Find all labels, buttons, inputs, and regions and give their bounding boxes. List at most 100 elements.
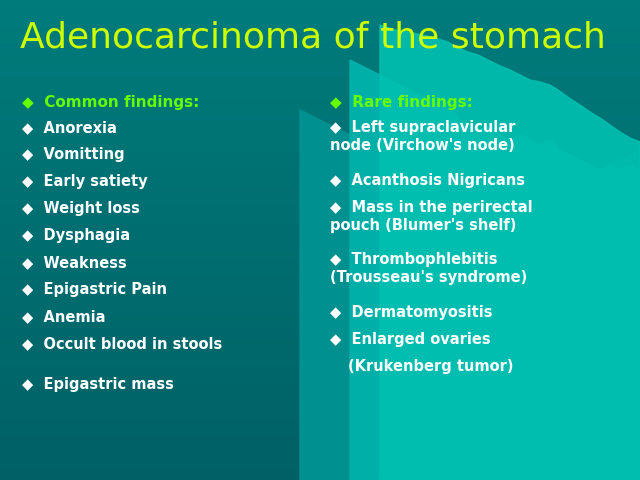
Bar: [0, 285, 640, 286]
Bar: [0, 120, 640, 121]
Bar: [0, 196, 640, 197]
Bar: [0, 294, 640, 295]
Bar: [0, 229, 640, 230]
Bar: [0, 228, 640, 229]
Bar: [0, 281, 640, 282]
Bar: [0, 30, 640, 31]
Bar: [0, 398, 640, 399]
Bar: [0, 188, 640, 189]
Bar: [0, 48, 640, 49]
Bar: [0, 36, 640, 37]
Bar: [0, 458, 640, 459]
Bar: [0, 471, 640, 472]
Bar: [0, 212, 640, 213]
Bar: [0, 410, 640, 411]
Bar: [0, 372, 640, 373]
Bar: [0, 224, 640, 225]
Bar: [0, 124, 640, 125]
Bar: [0, 314, 640, 315]
Bar: [0, 373, 640, 374]
Bar: [0, 51, 640, 52]
Bar: [0, 309, 640, 310]
Bar: [0, 346, 640, 347]
Bar: [0, 456, 640, 457]
Bar: [0, 448, 640, 449]
Bar: [0, 115, 640, 116]
Bar: [0, 171, 640, 172]
Bar: [0, 33, 640, 34]
Bar: [0, 162, 640, 163]
Bar: [0, 421, 640, 422]
Bar: [0, 26, 640, 27]
Bar: [0, 57, 640, 58]
Bar: [0, 405, 640, 406]
Bar: [0, 438, 640, 439]
Bar: [0, 254, 640, 255]
Bar: [0, 220, 640, 221]
Bar: [0, 180, 640, 181]
Bar: [0, 429, 640, 430]
Bar: [0, 374, 640, 375]
Bar: [0, 317, 640, 318]
Bar: [0, 77, 640, 78]
Bar: [0, 90, 640, 91]
Bar: [0, 45, 640, 46]
Bar: [0, 308, 640, 309]
Bar: [0, 25, 640, 26]
Text: ◆  Early satiety: ◆ Early satiety: [22, 174, 148, 189]
Text: ◆  Mass in the perirectal
pouch (Blumer's shelf): ◆ Mass in the perirectal pouch (Blumer's…: [330, 200, 532, 233]
Bar: [0, 11, 640, 12]
Bar: [0, 402, 640, 403]
Bar: [0, 252, 640, 253]
Bar: [0, 282, 640, 283]
Bar: [0, 135, 640, 136]
Bar: [0, 204, 640, 205]
Bar: [0, 122, 640, 123]
Bar: [0, 1, 640, 2]
Bar: [0, 23, 640, 24]
Bar: [0, 393, 640, 394]
Bar: [0, 163, 640, 164]
Bar: [0, 350, 640, 351]
Text: ◆  Left supraclavicular
node (Virchow's node): ◆ Left supraclavicular node (Virchow's n…: [330, 120, 515, 153]
Bar: [0, 99, 640, 100]
Bar: [0, 273, 640, 274]
Bar: [0, 411, 640, 412]
Bar: [0, 477, 640, 478]
Bar: [0, 54, 640, 55]
Bar: [0, 259, 640, 260]
Text: ◆  Epigastric mass: ◆ Epigastric mass: [22, 376, 174, 392]
Bar: [0, 98, 640, 99]
Bar: [0, 306, 640, 307]
Bar: [0, 470, 640, 471]
Bar: [0, 335, 640, 336]
Bar: [0, 214, 640, 215]
Bar: [0, 208, 640, 209]
Bar: [0, 41, 640, 42]
Bar: [0, 321, 640, 322]
Bar: [0, 179, 640, 180]
Bar: [0, 345, 640, 346]
Bar: [0, 96, 640, 97]
Bar: [0, 268, 640, 269]
Bar: [0, 388, 640, 389]
Polygon shape: [380, 25, 640, 480]
Bar: [0, 454, 640, 455]
Bar: [0, 433, 640, 434]
Bar: [0, 72, 640, 73]
Bar: [0, 231, 640, 232]
Bar: [0, 478, 640, 479]
Bar: [0, 5, 640, 6]
Bar: [0, 143, 640, 144]
Bar: [0, 166, 640, 167]
Bar: [0, 432, 640, 433]
Bar: [0, 246, 640, 247]
Bar: [0, 455, 640, 456]
Bar: [0, 114, 640, 115]
Bar: [0, 440, 640, 441]
Bar: [0, 177, 640, 178]
Bar: [0, 234, 640, 235]
Bar: [0, 331, 640, 332]
Bar: [0, 75, 640, 76]
Bar: [0, 69, 640, 70]
